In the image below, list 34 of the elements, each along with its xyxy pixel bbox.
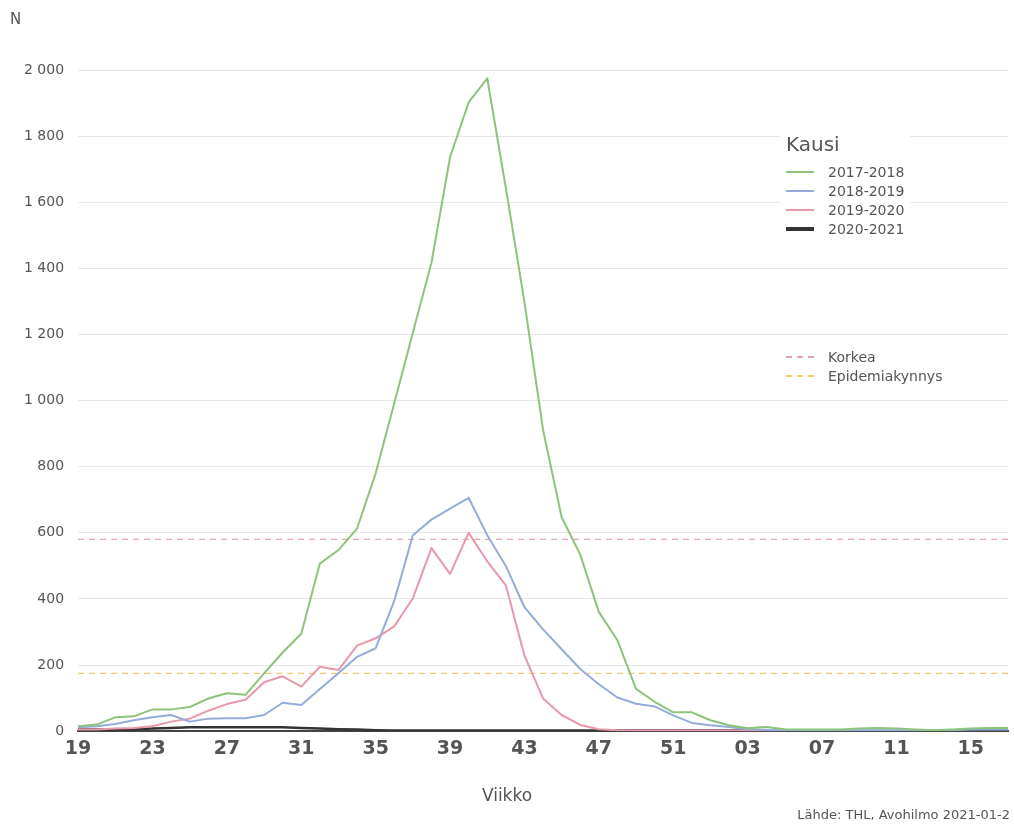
x-tick-label: 51 [660, 735, 687, 758]
y-tick-label: 1 200 [23, 325, 65, 342]
x-tick-label: 31 [288, 735, 315, 758]
x-tick-label: 23 [139, 735, 166, 758]
x-tick-label: 07 [808, 735, 836, 758]
y-axis-title: N [10, 10, 22, 28]
x-tick-label: 11 [883, 735, 910, 758]
y-tick-label: 1 600 [23, 192, 65, 209]
y-tick-label: 400 [37, 589, 65, 606]
x-tick-label: 39 [436, 735, 464, 758]
legend-title: Kausi [786, 132, 841, 156]
x-tick-label: 35 [362, 735, 389, 758]
x-tick-label: 03 [734, 735, 761, 758]
y-tick-label: 600 [37, 523, 65, 540]
text: Lähde: THL, Avohilmo 2021-01-2 [797, 807, 1010, 822]
y-tick-label: 1 800 [23, 126, 65, 143]
y-tick-label: 1 400 [23, 259, 65, 275]
x-tick-label: 43 [511, 735, 538, 758]
legend-label: 2018-2019 [828, 182, 905, 199]
x-tick-label: 19 [64, 735, 92, 758]
y-tick-label: 200 [37, 655, 65, 672]
legend-label: 2020-2021 [828, 220, 905, 237]
x-tick-label: 27 [213, 735, 241, 758]
y-tick-label: 800 [37, 457, 65, 474]
y-tick-label: 1 000 [23, 391, 65, 408]
x-tick-label: 47 [585, 735, 613, 758]
legend-label: Korkea [828, 348, 876, 365]
legend-label: 2017-2018 [828, 163, 905, 180]
x-axis-title: Viikko [480, 785, 534, 805]
y-tick-label: 0 [55, 721, 65, 738]
x-tick-label: 15 [957, 735, 985, 758]
y-tick-label: 2 000 [23, 60, 65, 77]
legend-label: 2019-2020 [828, 201, 905, 218]
legend-label: Epidemiakynnys [828, 367, 943, 384]
